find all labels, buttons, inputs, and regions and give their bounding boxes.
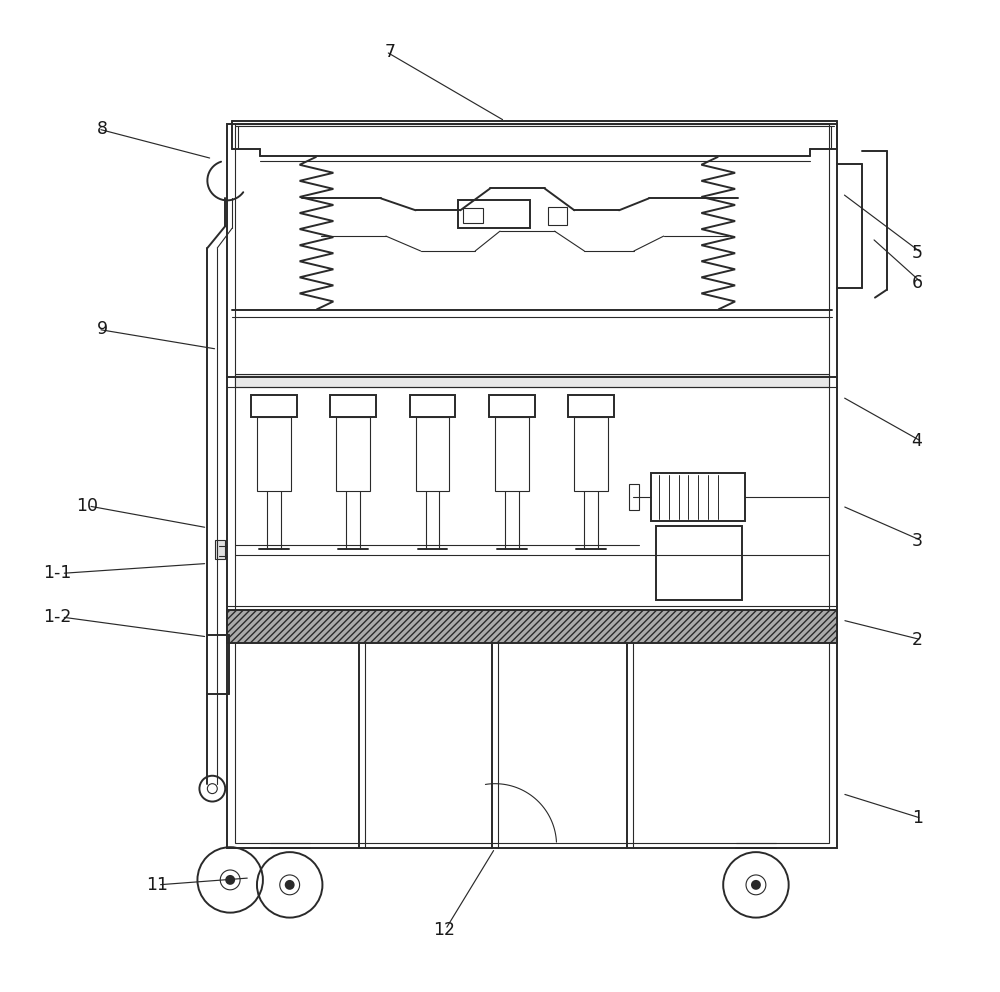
Bar (629, 484, 639, 510)
Text: 7: 7 (385, 43, 396, 61)
Bar (458, 200, 530, 228)
Bar (568, 395, 614, 417)
Text: 1: 1 (912, 809, 923, 827)
Bar (336, 417, 370, 491)
Text: 3: 3 (912, 532, 923, 550)
Bar (548, 207, 567, 225)
Circle shape (752, 881, 760, 889)
Bar (235, 124, 829, 843)
Text: 4: 4 (912, 433, 923, 450)
Text: 12: 12 (433, 921, 455, 938)
Circle shape (286, 881, 294, 889)
Bar (489, 395, 535, 417)
Text: 10: 10 (76, 497, 98, 515)
Bar (227, 610, 837, 643)
Bar (463, 208, 483, 223)
Bar (257, 417, 291, 491)
Text: 11: 11 (146, 876, 168, 894)
Bar (251, 395, 297, 417)
Text: 6: 6 (912, 274, 923, 292)
Bar (410, 395, 455, 417)
Text: 9: 9 (97, 320, 108, 338)
Bar (495, 417, 529, 491)
Text: 1-2: 1-2 (43, 608, 71, 626)
Text: 5: 5 (912, 244, 923, 262)
Bar (651, 473, 745, 521)
Text: 1-1: 1-1 (43, 564, 71, 582)
Bar (215, 540, 225, 559)
Bar (330, 395, 376, 417)
Bar (235, 374, 829, 387)
Bar (227, 124, 837, 848)
Text: 8: 8 (97, 120, 108, 138)
Bar (416, 417, 449, 491)
Circle shape (226, 876, 234, 884)
Bar (656, 526, 742, 600)
Text: 2: 2 (912, 631, 923, 649)
Bar (574, 417, 608, 491)
